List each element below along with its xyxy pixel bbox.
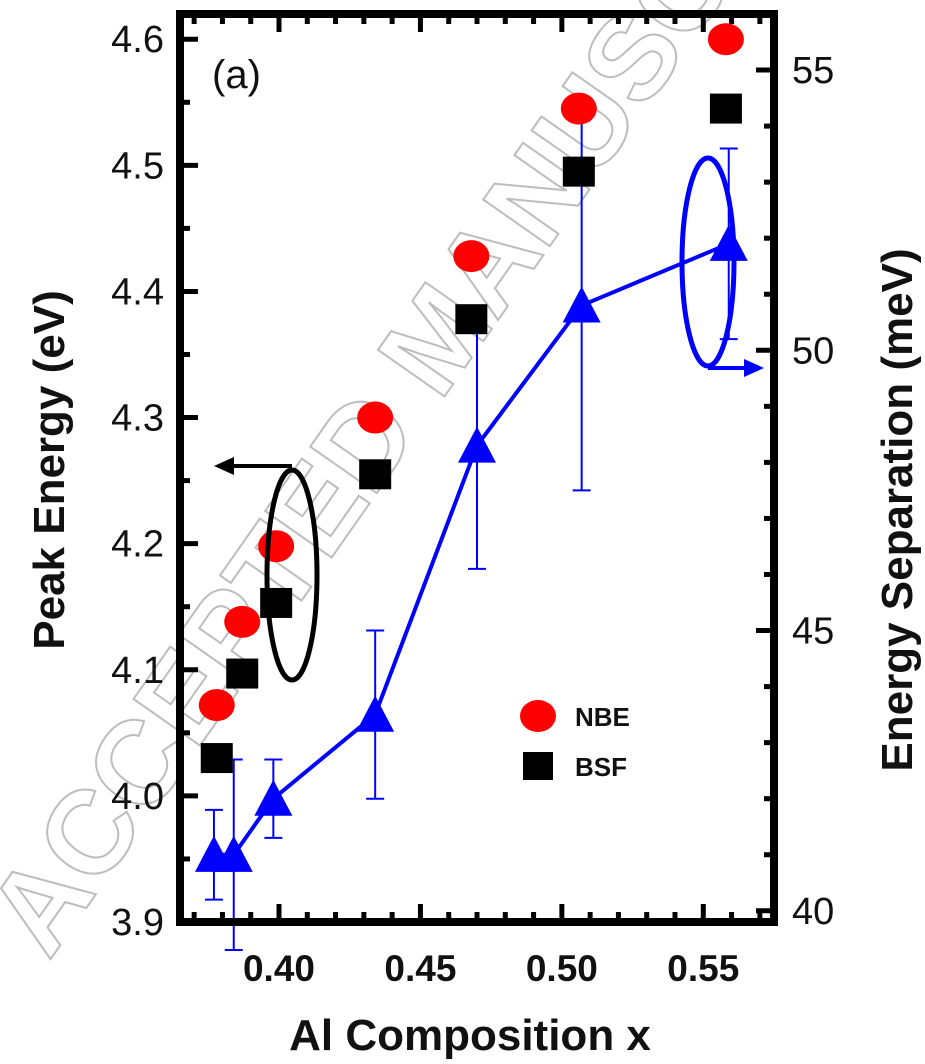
nbe-point xyxy=(258,530,295,563)
plot-frame xyxy=(176,10,778,926)
left-axis-indicator-ellipse xyxy=(264,467,320,683)
y-right-tick-label: 40 xyxy=(792,891,834,933)
legend-bsf-label: BSF xyxy=(575,752,627,782)
bsf-point xyxy=(226,658,259,689)
y-left-tick-label: 4.6 xyxy=(111,19,164,61)
y-left-tick-label: 4.4 xyxy=(111,271,164,313)
y-left-tick-label: 4.3 xyxy=(111,398,164,440)
bsf-point xyxy=(200,743,233,774)
left-axis-indicator-arrowhead xyxy=(214,457,234,475)
y-axis-left-title: Peak Energy (eV) xyxy=(25,290,74,650)
y-left-tick-label: 4.5 xyxy=(111,145,164,187)
x-tick-label: 0.40 xyxy=(243,948,315,989)
energy-separation-point xyxy=(709,224,748,261)
bsf-point xyxy=(562,156,595,187)
y-left-tick-label: 4.0 xyxy=(111,776,164,818)
y-right-tick-label: 55 xyxy=(792,50,834,92)
nbe-point xyxy=(707,23,744,56)
labels: 0.40 0.45 0.50 0.55 3.9 4.0 4.1 4.2 4.3 4.4 4.5 4.6… xyxy=(111,19,834,989)
nbe-point xyxy=(453,240,490,273)
x-axis-title: Al Composition x xyxy=(289,1011,651,1060)
x-tick-label: 0.50 xyxy=(526,948,598,989)
y-right-tick-label: 50 xyxy=(792,330,834,372)
legend-bsf-marker xyxy=(523,752,553,780)
energy-separation-point xyxy=(254,779,293,816)
bsf-point xyxy=(455,304,488,335)
nbe-point xyxy=(198,689,235,722)
legend: NBE BSF xyxy=(520,700,630,782)
y-left-tick-label: 4.1 xyxy=(111,650,164,692)
y-right-tick-label: 45 xyxy=(792,611,834,653)
energy-separation-point xyxy=(356,695,395,732)
y-left-tick-label: 4.2 xyxy=(111,524,164,566)
legend-nbe-label: NBE xyxy=(575,702,630,732)
energy-separation-point xyxy=(214,835,253,872)
energy-separation-point xyxy=(458,426,496,463)
nbe-point xyxy=(357,401,394,434)
legend-nbe-marker xyxy=(520,700,556,732)
bsf-point xyxy=(359,459,392,490)
bsf-point xyxy=(709,93,742,124)
energy-separation-point xyxy=(562,286,601,323)
nbe-point xyxy=(560,92,597,125)
panel-label: (a) xyxy=(212,53,261,97)
y-left-tick-label: 3.9 xyxy=(111,902,164,944)
nbe-point xyxy=(224,605,261,638)
right-axis-indicator-arrowhead xyxy=(744,359,764,377)
marks xyxy=(194,23,748,872)
x-tick-label: 0.55 xyxy=(667,948,739,989)
x-tick-label: 0.45 xyxy=(384,948,456,989)
y-axis-right-title: Energy Separation (meV) xyxy=(873,248,922,771)
